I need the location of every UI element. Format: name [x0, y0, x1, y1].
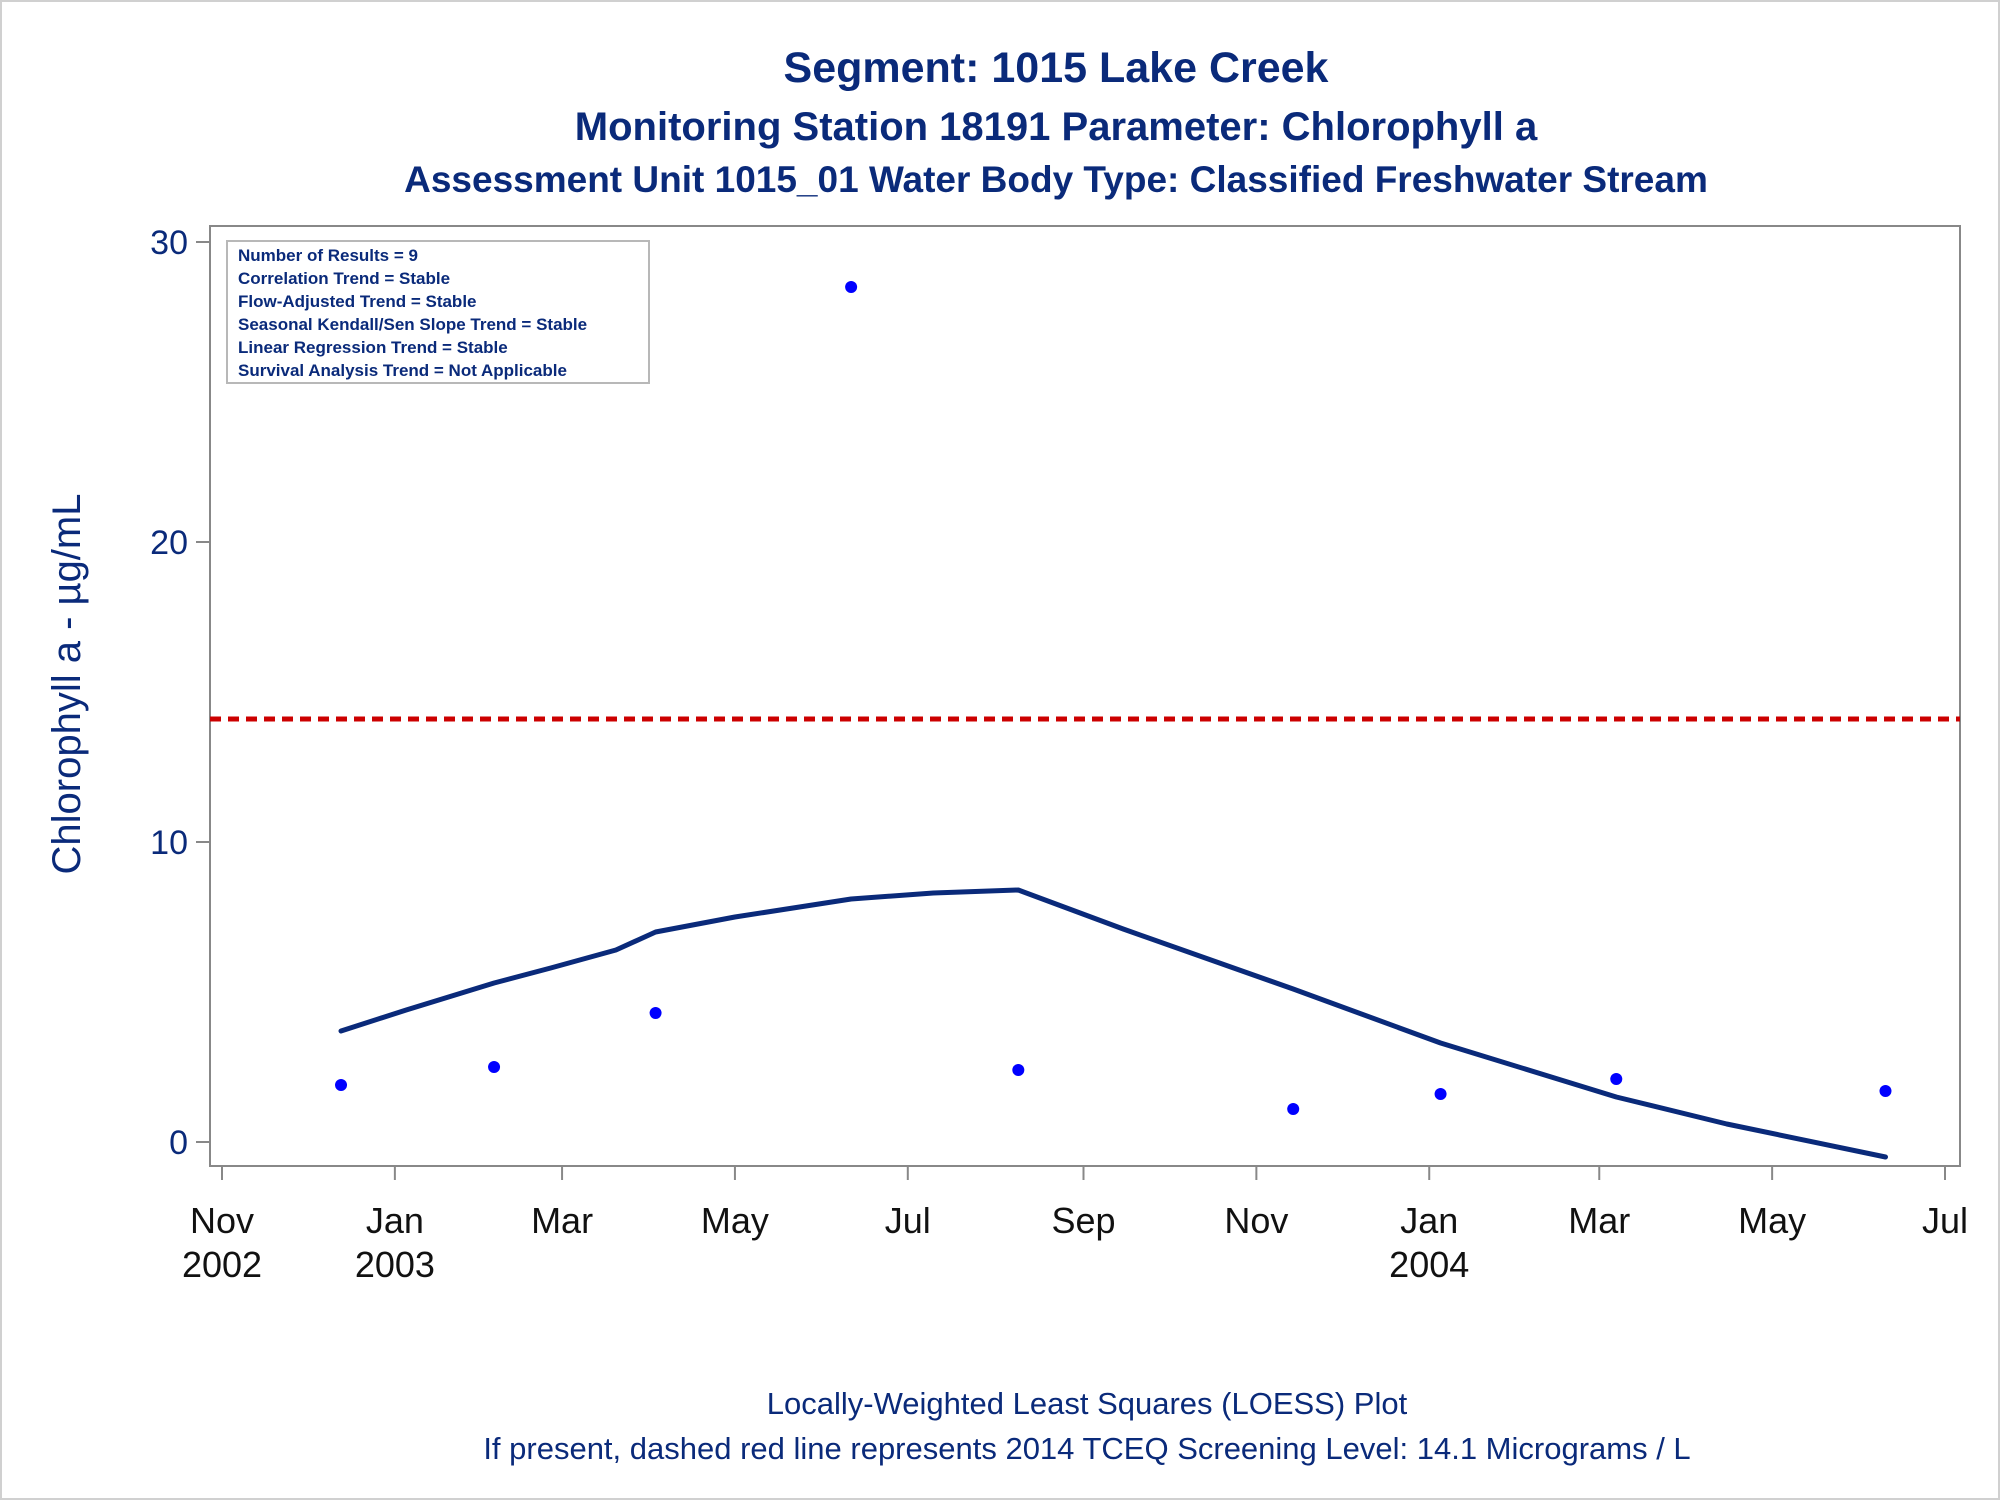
y-tick-label: 30 [150, 224, 188, 262]
footnote-loess: Locally-Weighted Least Squares (LOESS) P… [767, 1386, 1408, 1421]
y-tick-label: 10 [150, 824, 188, 862]
x-tick-label: Jan [366, 1200, 424, 1241]
chart-subtitle-assessment: Assessment Unit 1015_01 Water Body Type:… [404, 159, 1708, 200]
x-tick-year-label: 2004 [1389, 1244, 1469, 1285]
data-point [1610, 1073, 1623, 1085]
data-point [1012, 1064, 1025, 1076]
y-tick-label: 20 [150, 524, 188, 562]
x-tick-label: Mar [531, 1200, 593, 1241]
x-tick-label: Jul [1922, 1200, 1968, 1241]
data-point [335, 1079, 348, 1091]
loess-curve [338, 887, 1888, 1160]
x-tick-year-label: 2002 [182, 1244, 262, 1285]
x-tick-label: May [1738, 1200, 1806, 1241]
stats-box-line: Flow-Adjusted Trend = Stable [238, 292, 477, 311]
stats-box-line: Survival Analysis Trend = Not Applicable [238, 361, 567, 380]
x-tick-label: Mar [1568, 1200, 1630, 1241]
chart-subtitle-station: Monitoring Station 18191 Parameter: Chlo… [575, 105, 1538, 149]
data-point [1434, 1088, 1447, 1100]
x-tick-label: Jul [885, 1200, 931, 1241]
y-axis-label: Chlorophyll a - µg/mL [45, 494, 89, 875]
x-tick-label: Sep [1051, 1200, 1115, 1241]
data-point [845, 281, 858, 293]
stats-box-line: Number of Results = 9 [238, 246, 418, 265]
y-tick-label: 0 [169, 1124, 188, 1162]
x-tick-label: Nov [190, 1200, 254, 1241]
footnote-screening-level: If present, dashed red line represents 2… [483, 1431, 1690, 1466]
data-point [1287, 1103, 1300, 1115]
stats-box-line: Correlation Trend = Stable [238, 269, 450, 288]
x-tick-year-label: 2003 [355, 1244, 435, 1285]
data-point [1879, 1085, 1892, 1097]
chart-title: Segment: 1015 Lake Creek [784, 44, 1329, 92]
data-point [488, 1061, 501, 1073]
data-point [649, 1007, 662, 1019]
x-tick-label: May [701, 1200, 769, 1241]
stats-box-line: Linear Regression Trend = Stable [238, 338, 508, 357]
x-tick-label: Jan [1400, 1200, 1458, 1241]
stats-box [226, 240, 650, 384]
x-tick-label: Nov [1224, 1200, 1288, 1241]
stats-box-line: Seasonal Kendall/Sen Slope Trend = Stabl… [238, 315, 587, 334]
